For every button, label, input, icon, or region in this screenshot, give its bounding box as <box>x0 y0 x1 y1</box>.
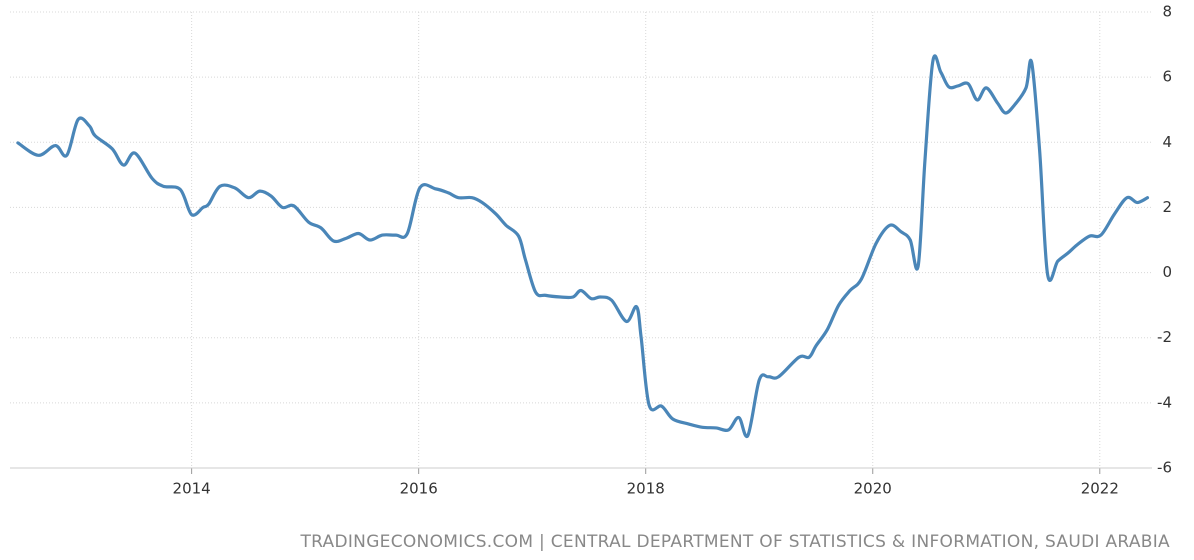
y-tick-label: -2 <box>1157 328 1172 346</box>
y-tick-label: 0 <box>1162 263 1172 281</box>
x-tick-label: 2014 <box>173 480 211 498</box>
y-tick-label: 6 <box>1162 68 1172 86</box>
y-tick-label: 4 <box>1162 133 1172 151</box>
y-tick-label: 8 <box>1162 3 1172 21</box>
data-line <box>16 54 1150 439</box>
x-tick-label: 2018 <box>627 480 665 498</box>
y-tick-label: -4 <box>1157 393 1172 411</box>
x-tick-label: 2016 <box>400 480 438 498</box>
x-tick-label: 2022 <box>1081 480 1119 498</box>
y-tick-label: -6 <box>1157 459 1172 477</box>
x-tick-label: 2020 <box>854 480 892 498</box>
source: TRADINGECONOMICS.COM | CENTRAL DEPARTMEN… <box>299 532 1170 552</box>
y-tick-label: 2 <box>1162 198 1172 216</box>
